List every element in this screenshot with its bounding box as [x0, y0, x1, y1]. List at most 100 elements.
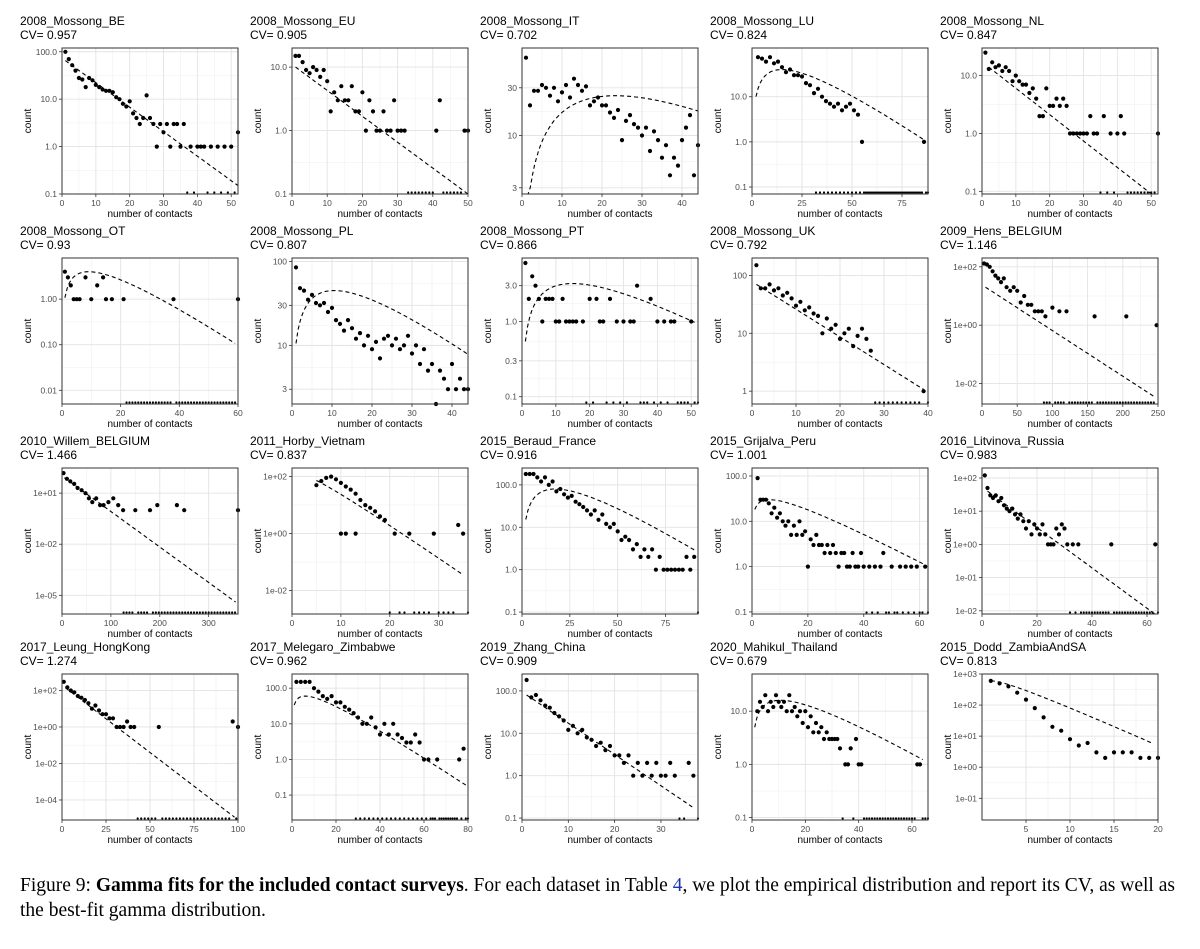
- chart-cv-label: CV= 0.866: [480, 238, 537, 252]
- data-point: [579, 88, 585, 93]
- data-point: [304, 67, 309, 73]
- x-tick-label: 20: [331, 824, 341, 834]
- zero-count-point: [910, 191, 914, 194]
- data-point: [75, 693, 80, 699]
- y-tick-label: 0.01: [40, 385, 57, 395]
- x-axis-label: number of contacts: [107, 629, 192, 640]
- y-tick-label: 0.1: [965, 186, 977, 196]
- data-point: [842, 550, 847, 556]
- zero-count-point: [924, 817, 927, 820]
- data-point: [1013, 73, 1018, 78]
- zero-count-point: [619, 401, 622, 404]
- gamma-fit-line: [64, 271, 236, 344]
- x-tick-label: 20: [367, 408, 377, 418]
- data-point: [1064, 103, 1069, 108]
- data-point: [794, 532, 799, 537]
- data-point: [903, 564, 908, 569]
- zero-count-point: [880, 191, 884, 194]
- x-axis-label: number of contacts: [797, 419, 882, 430]
- data-point: [828, 550, 833, 556]
- gamma-fit-line: [754, 499, 926, 566]
- data-point: [864, 336, 869, 341]
- data-point: [614, 319, 619, 324]
- data-point: [154, 144, 159, 149]
- data-point: [575, 82, 581, 88]
- zero-count-point: [914, 191, 918, 194]
- plot-border: [981, 467, 1159, 615]
- zero-count-point: [442, 191, 445, 194]
- data-point: [441, 376, 447, 381]
- plot-border: [521, 47, 699, 195]
- data-point: [1032, 522, 1037, 527]
- zero-count-point: [137, 401, 140, 404]
- data-point: [536, 296, 541, 301]
- x-tick-label: 0: [520, 824, 525, 834]
- x-tick-label: 50: [463, 198, 473, 208]
- table-reference-link[interactable]: 4: [672, 875, 683, 896]
- data-point: [631, 773, 636, 778]
- data-point: [797, 519, 802, 524]
- zero-count-point: [388, 611, 391, 614]
- zero-count-point: [886, 817, 890, 820]
- data-point: [298, 679, 303, 684]
- data-point: [116, 503, 121, 508]
- data-point: [898, 564, 903, 569]
- data-point: [795, 73, 801, 78]
- zero-count-point: [445, 191, 448, 194]
- data-point: [397, 347, 403, 352]
- zero-count-point: [228, 401, 231, 404]
- zero-count-point: [1113, 401, 1116, 404]
- data-point: [1000, 68, 1005, 74]
- y-tick-label: 1.0: [505, 771, 517, 781]
- data-point: [429, 361, 435, 367]
- x-tick-label: 50: [1012, 408, 1022, 418]
- data-point: [110, 716, 116, 721]
- zero-count-point: [683, 817, 686, 820]
- x-tick-label: 20: [803, 618, 813, 628]
- zero-count-point: [894, 817, 898, 820]
- zero-count-point: [210, 611, 213, 614]
- data-point: [437, 98, 442, 103]
- data-point: [377, 514, 383, 519]
- x-tick-label: 0: [980, 408, 985, 418]
- y-tick-label: 1.0: [45, 142, 57, 152]
- data-point: [395, 128, 400, 133]
- zero-count-point: [1133, 191, 1136, 194]
- y-axis-label: count: [253, 529, 264, 554]
- data-point: [611, 521, 616, 526]
- data-point: [171, 297, 176, 302]
- data-point: [759, 56, 765, 61]
- zero-count-point: [447, 611, 450, 614]
- zero-count-point: [1112, 191, 1116, 194]
- data-point: [531, 471, 536, 477]
- y-tick-label: 10: [278, 340, 288, 350]
- zero-count-point: [1145, 611, 1149, 614]
- plot-background: [752, 48, 928, 194]
- data-point: [626, 753, 631, 758]
- data-point: [1026, 519, 1031, 524]
- data-point: [811, 91, 817, 96]
- zero-count-point: [891, 401, 894, 404]
- zero-count-point: [178, 611, 181, 614]
- data-point: [822, 550, 827, 556]
- data-point: [800, 532, 805, 537]
- zero-count-point: [1129, 191, 1133, 194]
- data-point: [814, 532, 819, 537]
- zero-count-point: [866, 191, 870, 194]
- y-tick-label: 1.0: [735, 137, 747, 147]
- data-point: [307, 679, 312, 684]
- data-point: [360, 721, 365, 726]
- data-point: [651, 129, 657, 134]
- data-point: [381, 109, 386, 114]
- zero-count-point: [447, 817, 450, 820]
- zero-count-point: [1101, 401, 1105, 404]
- data-point: [557, 714, 562, 719]
- y-tick-label: 10.0: [270, 719, 287, 729]
- data-point: [1081, 131, 1086, 136]
- data-point: [659, 155, 665, 160]
- zero-count-point: [145, 611, 149, 614]
- x-tick-label: 10: [327, 408, 337, 418]
- data-point: [1015, 690, 1020, 695]
- caption-bold: Gamma fits for the included contact surv…: [95, 875, 464, 896]
